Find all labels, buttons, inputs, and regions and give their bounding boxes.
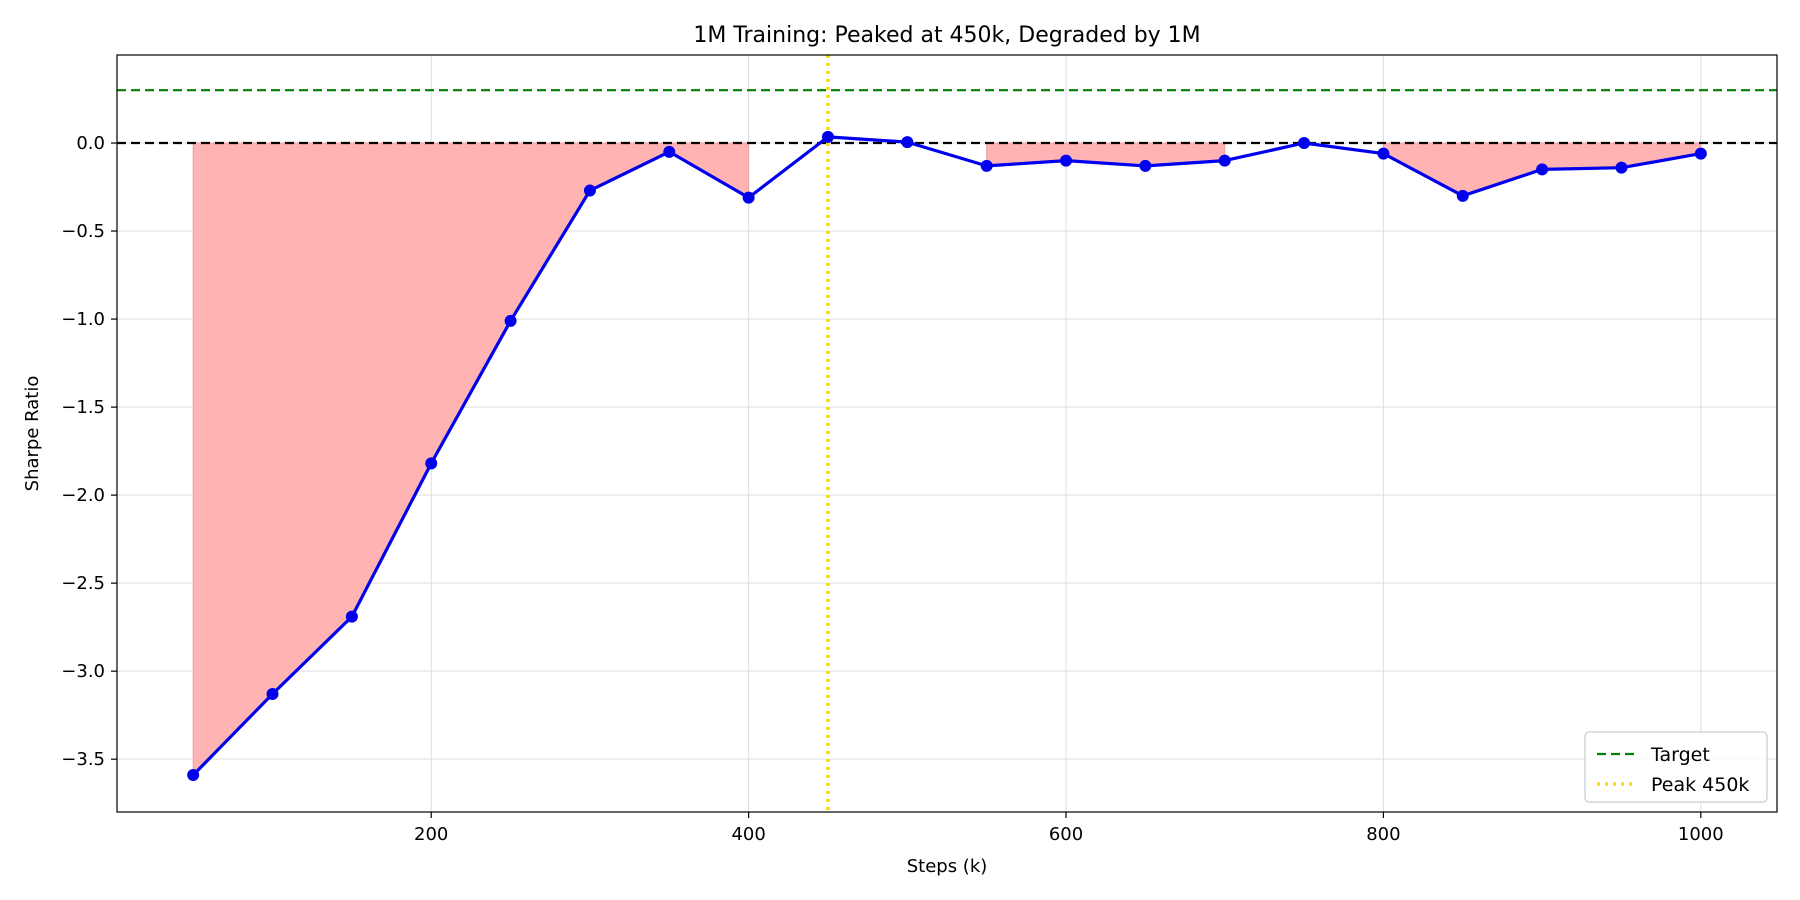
data-point <box>504 314 517 327</box>
data-point <box>1060 154 1073 167</box>
legend-entry-label: Target <box>1650 744 1710 766</box>
data-point <box>425 457 438 470</box>
data-point <box>742 191 755 204</box>
data-point <box>663 145 676 158</box>
chart-title: 1M Training: Peaked at 450k, Degraded by… <box>693 23 1200 48</box>
data-point <box>266 688 279 701</box>
data-point <box>1615 161 1628 174</box>
y-tick-label: −2.5 <box>61 573 105 594</box>
series-line <box>192 135 1702 777</box>
y-tick-label: −0.5 <box>61 221 105 242</box>
y-tick-label: −2.0 <box>61 485 105 506</box>
x-tick-label: 200 <box>414 824 448 845</box>
plot-frame <box>116 54 1778 813</box>
data-point <box>980 159 993 172</box>
y-axis-label: Sharpe Ratio <box>22 376 43 492</box>
y-axis-ticks: 0.0 −0.5 −1.0 −1.5 −2.0 −2.5 −3.0 −3.5 <box>61 133 117 770</box>
data-point <box>1218 154 1231 167</box>
legend-entry-label: Peak 450k <box>1651 774 1749 796</box>
reference-lines <box>117 55 1777 812</box>
data-point <box>901 136 914 149</box>
data-point <box>1139 159 1152 172</box>
x-tick-label: 600 <box>1049 824 1083 845</box>
x-axis-label: Steps (k) <box>907 856 988 877</box>
y-tick-label: 0.0 <box>76 133 105 154</box>
legend: Target Peak 450k <box>1584 731 1768 803</box>
y-tick-label: −1.0 <box>61 309 105 330</box>
data-point <box>1456 189 1469 202</box>
x-tick-label: 400 <box>731 824 765 845</box>
data-point <box>345 610 358 623</box>
data-point <box>1298 137 1311 150</box>
series-layer <box>187 130 1707 782</box>
data-point <box>1377 147 1390 160</box>
data-point <box>583 184 596 197</box>
y-tick-label: −3.0 <box>61 661 105 682</box>
x-tick-label: 800 <box>1366 824 1400 845</box>
data-point <box>1694 147 1707 160</box>
x-tick-label: 1000 <box>1678 824 1724 845</box>
y-tick-label: −1.5 <box>61 397 105 418</box>
data-point <box>1536 163 1549 176</box>
x-axis-ticks: 200 400 600 800 1000 <box>414 812 1724 845</box>
data-point <box>187 769 200 782</box>
data-point <box>821 130 834 143</box>
y-tick-label: −3.5 <box>61 749 105 770</box>
